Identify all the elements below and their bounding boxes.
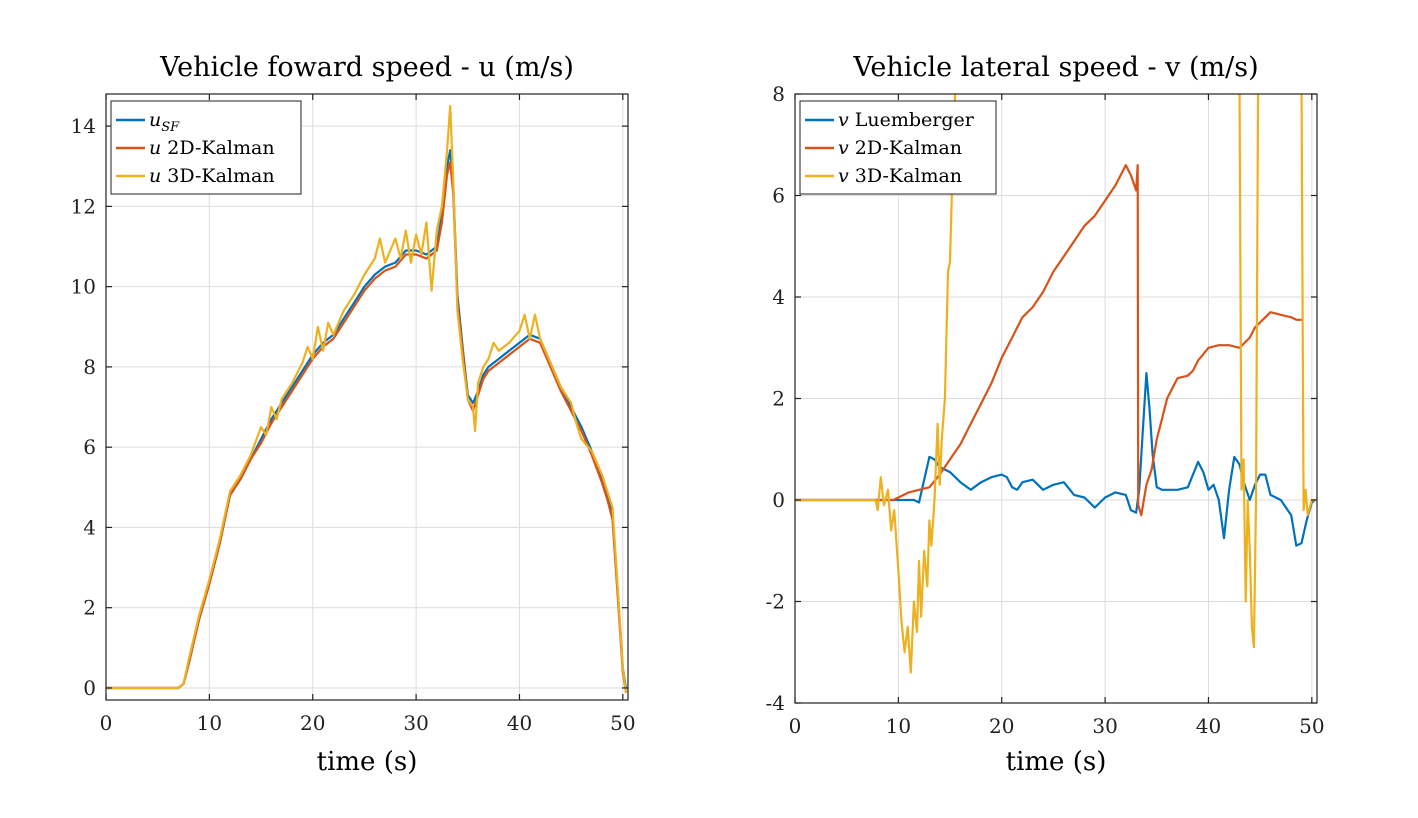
- y-tick-label: 14: [71, 114, 96, 138]
- x-tick-label: 10: [197, 711, 222, 735]
- series-group: [795, 94, 1316, 674]
- plot-frame: [105, 93, 629, 701]
- y-tick-label: 0: [772, 488, 785, 512]
- legend: v Luemberger v 2D-Kalman v 3D-Kalman: [799, 100, 997, 195]
- legend-entry: v 3D-Kalman: [838, 165, 962, 187]
- y-tick-label: 4: [772, 285, 785, 309]
- x-tick-label: 40: [507, 711, 532, 735]
- legend-entry: v Luemberger: [838, 109, 975, 131]
- y-tick-label: 12: [71, 194, 96, 218]
- series-line-2: [106, 161, 627, 694]
- x-tick-label: 0: [789, 714, 802, 738]
- y-tick-label: -4: [766, 691, 785, 715]
- legend-entry: uSF: [149, 109, 180, 135]
- y-tick-label: 2: [83, 596, 96, 620]
- series-line-3: [106, 104, 627, 694]
- series-line-2: [795, 164, 1303, 517]
- x-tick-label: 30: [403, 711, 428, 735]
- legend-entry: u 2D-Kalman: [149, 137, 275, 159]
- x-tick-label: 10: [886, 714, 911, 738]
- y-tick-label: 8: [83, 355, 96, 379]
- x-tick-label: 20: [989, 714, 1014, 738]
- y-tick-label: 2: [772, 387, 785, 411]
- y-tick-label: 6: [772, 184, 785, 208]
- series-line-1: [795, 372, 1316, 547]
- x-tick-label: 50: [610, 711, 635, 735]
- x-tick-label: 50: [1299, 714, 1324, 738]
- series-line-3: [795, 94, 1316, 674]
- chart-title: Vehicle foward speed - u (m/s): [159, 52, 574, 83]
- y-tick-label: 0: [83, 676, 96, 700]
- y-tick-label: -2: [766, 590, 785, 614]
- x-tick-label: 20: [300, 711, 325, 735]
- y-tick-label: 6: [83, 435, 96, 459]
- y-tick-label: 4: [83, 515, 96, 539]
- forward-speed-chart: Vehicle foward speed - u (m/s) time (s) …: [71, 52, 636, 777]
- x-axis-label: time (s): [317, 747, 418, 777]
- x-axis-label: time (s): [1006, 747, 1107, 777]
- y-tick-label: 8: [772, 82, 785, 106]
- x-tick-label: 40: [1196, 714, 1221, 738]
- x-tick-label: 0: [100, 711, 113, 735]
- lateral-speed-chart: Vehicle lateral speed - v (m/s) time (s)…: [766, 52, 1325, 777]
- series-group: [106, 104, 627, 694]
- legend-entry: v 2D-Kalman: [838, 137, 962, 159]
- legend-entry: u 3D-Kalman: [149, 165, 275, 187]
- x-tick-label: 30: [1092, 714, 1117, 738]
- chart-title: Vehicle lateral speed - v (m/s): [852, 52, 1258, 83]
- grid: [105, 94, 628, 700]
- y-tick-label: 10: [71, 275, 96, 299]
